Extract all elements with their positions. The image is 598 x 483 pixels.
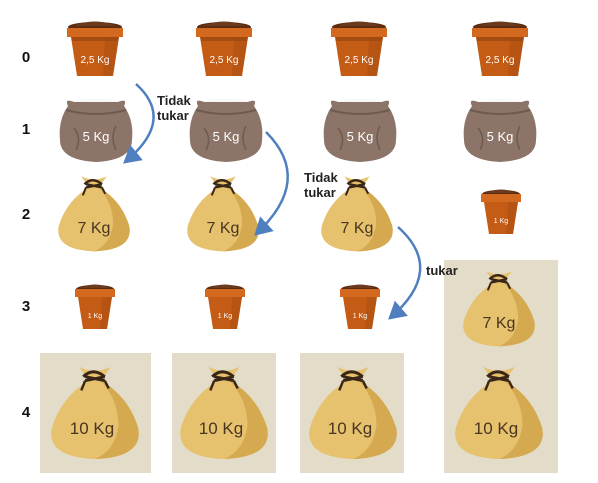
svg-text:2,5 Kg: 2,5 Kg [210, 55, 239, 66]
svg-text:1 Kg: 1 Kg [494, 218, 509, 225]
svg-text:1 Kg: 1 Kg [88, 313, 103, 320]
bag-7kg: 7 Kg [183, 167, 263, 259]
bag-10kg: 10 Kg [46, 356, 144, 468]
svg-text:1 Kg: 1 Kg [353, 313, 368, 320]
svg-text:1 Kg: 1 Kg [218, 313, 233, 320]
svg-text:5 Kg: 5 Kg [83, 129, 110, 144]
bag-7kg: 7 Kg [317, 167, 397, 259]
svg-text:2,5 Kg: 2,5 Kg [486, 55, 515, 66]
pot-small: 1 Kg [73, 283, 117, 331]
sack-grey: 5 Kg [54, 98, 138, 164]
svg-text:2,5 Kg: 2,5 Kg [345, 55, 374, 66]
svg-text:5 Kg: 5 Kg [213, 129, 240, 144]
svg-text:7 Kg: 7 Kg [483, 315, 516, 332]
svg-text:7 Kg: 7 Kg [207, 220, 240, 237]
row-label: 0 [21, 49, 31, 66]
row-label: 4 [21, 404, 31, 421]
svg-text:10 Kg: 10 Kg [199, 419, 243, 438]
svg-text:10 Kg: 10 Kg [474, 419, 518, 438]
svg-text:7 Kg: 7 Kg [78, 220, 111, 237]
pot-small: 1 Kg [203, 283, 247, 331]
pot-big: 2,5 Kg [65, 20, 125, 78]
row-label: 3 [21, 298, 31, 315]
row-label: 1 [21, 121, 31, 138]
bag-7kg: 7 Kg [54, 167, 134, 259]
bag-10kg: 10 Kg [450, 356, 548, 468]
svg-text:7 Kg: 7 Kg [341, 220, 374, 237]
svg-text:5 Kg: 5 Kg [487, 129, 514, 144]
svg-text:5 Kg: 5 Kg [347, 129, 374, 144]
pot-big: 2,5 Kg [470, 20, 530, 78]
bag-10kg: 10 Kg [175, 356, 273, 468]
row-label: 2 [21, 206, 31, 223]
svg-text:2,5 Kg: 2,5 Kg [81, 55, 110, 66]
sack-grey: 5 Kg [184, 98, 268, 164]
arrow-swap [388, 226, 422, 320]
pot-small: 1 Kg [479, 188, 523, 236]
bag-10kg: 10 Kg [304, 356, 402, 468]
sack-grey: 5 Kg [318, 98, 402, 164]
pot-small: 1 Kg [338, 283, 382, 331]
svg-text:10 Kg: 10 Kg [70, 419, 114, 438]
arrow-compare [123, 83, 155, 164]
annotation-tukar: tukar [426, 263, 458, 278]
arrow-compare [254, 131, 289, 236]
pot-big: 2,5 Kg [329, 20, 389, 78]
annotation-tidak-tukar: Tidak tukar [304, 170, 338, 200]
sack-grey: 5 Kg [458, 98, 542, 164]
pot-big: 2,5 Kg [194, 20, 254, 78]
annotation-tidak-tukar: Tidak tukar [157, 93, 191, 123]
svg-text:10 Kg: 10 Kg [328, 419, 372, 438]
bag-7kg: 7 Kg [459, 262, 539, 354]
